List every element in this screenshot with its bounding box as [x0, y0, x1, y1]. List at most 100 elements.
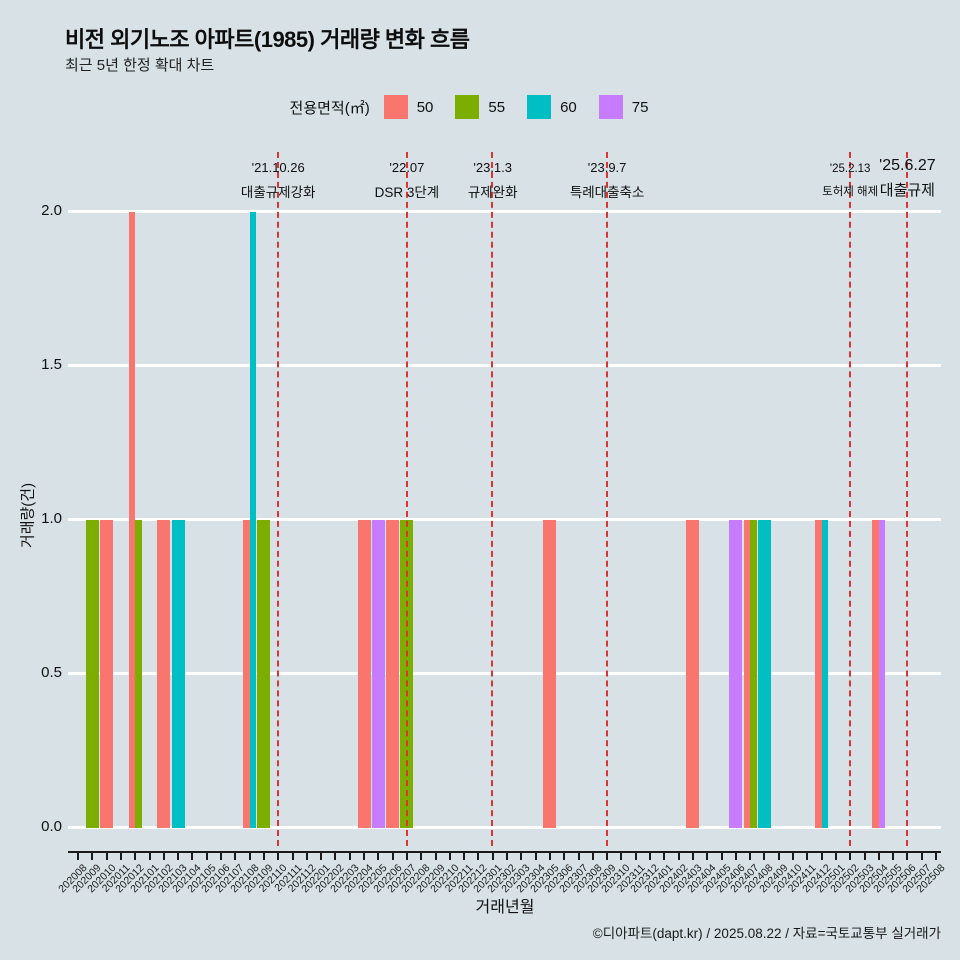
event-annotation-202301: '23.1.3 규제완화 — [383, 160, 603, 201]
x-tick — [320, 853, 323, 860]
x-tick — [291, 853, 294, 860]
legend-item-label: 50 — [416, 98, 434, 116]
gridline-y-1.0 — [68, 518, 941, 521]
x-tick — [749, 853, 752, 860]
bar-202109-area55 — [257, 520, 271, 828]
event-label: 대출규제강화 — [240, 185, 316, 200]
x-tick — [477, 853, 480, 860]
x-tick — [734, 853, 737, 860]
x-tick — [105, 853, 108, 860]
x-tick — [162, 853, 165, 860]
event-date: '21.10.26 — [251, 160, 305, 175]
x-tick — [720, 853, 723, 860]
legend: 전용면적(㎡) 50 55 60 75 — [0, 94, 960, 120]
bar-202305-area50 — [543, 520, 557, 828]
event-date: '25.6.27 — [879, 157, 936, 174]
legend-title: 전용면적(㎡) — [289, 99, 370, 117]
event-date: '23.9.7 — [587, 160, 627, 175]
x-tick — [634, 853, 637, 860]
x-tick — [420, 853, 423, 860]
x-tick — [563, 853, 566, 860]
x-tick — [820, 853, 823, 860]
event-date: '23.1.3 — [473, 160, 512, 175]
x-tick — [348, 853, 351, 860]
x-tick — [391, 853, 394, 860]
x-tick — [834, 853, 837, 860]
x-tick — [691, 853, 694, 860]
bar-202407-area55 — [750, 520, 757, 828]
legend-item-50: 50 — [383, 95, 434, 119]
x-tick — [892, 853, 895, 860]
x-tick — [877, 853, 880, 860]
event-line-202502 — [848, 152, 851, 846]
chart-title: 비전 외기노조 아파트(1985) 거래량 변화 흐름 — [65, 27, 470, 52]
x-tick — [777, 853, 780, 860]
x-tick — [491, 853, 494, 860]
x-tick — [277, 853, 280, 860]
event-label: 규제완화 — [467, 185, 518, 200]
bar-202108-area60 — [249, 212, 257, 828]
x-tick — [520, 853, 523, 860]
event-label: DSR 3단계 — [374, 185, 440, 200]
x-tick — [548, 853, 551, 860]
event-annotation-202207: '22.07 DSR 3단계 — [297, 160, 517, 201]
event-label: 특례대출축소 — [569, 185, 645, 200]
x-tick — [234, 853, 237, 860]
bar-202403-area50 — [686, 520, 700, 828]
legend-swatch-75 — [598, 95, 623, 119]
source-credit: ©디아파트(dapt.kr) / 2025.08.22 / 자료=국토교통부 실… — [592, 926, 941, 941]
event-label: 토허제 해제 — [822, 186, 879, 198]
bar-202206-area50 — [386, 520, 400, 828]
x-tick — [649, 853, 651, 860]
bar-202012-area50 — [128, 212, 136, 828]
x-tick — [434, 853, 437, 860]
bar-202408-area60 — [757, 520, 771, 828]
x-axis-title: 거래년월 — [475, 899, 535, 916]
x-tick — [806, 853, 809, 860]
event-date: '25.2.13 — [829, 163, 871, 175]
bar-202103-area60 — [171, 520, 185, 828]
legend-item-label: 75 — [631, 98, 649, 116]
bar-202102-area50 — [157, 520, 171, 828]
bar-202009-area55 — [85, 520, 99, 828]
x-tick — [91, 853, 94, 860]
x-tick — [77, 853, 79, 860]
x-tick — [205, 853, 208, 860]
x-tick — [334, 853, 337, 860]
x-tick — [405, 853, 408, 860]
y-tick-label: 1.5 — [41, 356, 62, 373]
legend-swatch-50 — [383, 95, 408, 119]
event-line-202301 — [491, 152, 494, 846]
gridline-y-0.0 — [68, 826, 941, 829]
bar-202407-area50 — [743, 520, 751, 828]
y-tick-label: 1.0 — [41, 510, 62, 527]
x-tick — [591, 853, 594, 860]
x-tick — [792, 853, 794, 860]
legend-item-label: 55 — [488, 98, 506, 116]
x-tick — [534, 853, 537, 860]
x-tick — [677, 853, 680, 860]
x-tick — [606, 853, 609, 860]
x-tick — [134, 853, 137, 860]
event-line-202110 — [276, 152, 279, 846]
event-line-202309 — [605, 152, 608, 846]
legend-item-55: 55 — [455, 95, 505, 119]
bar-202504-area75 — [878, 520, 886, 828]
x-tick — [119, 853, 122, 860]
x-tick — [377, 853, 380, 860]
bar-202406-area75 — [729, 520, 743, 828]
y-tick-label: 0.0 — [41, 818, 62, 835]
event-date: '22.07 — [389, 160, 425, 175]
bar-202205-area75 — [371, 520, 385, 828]
x-tick — [262, 853, 265, 860]
x-tick — [506, 853, 508, 860]
x-tick — [220, 853, 222, 860]
x-tick — [191, 853, 194, 860]
y-tick-label: 2.0 — [41, 202, 62, 219]
chart-subtitle: 최근 5년 한정 확대 차트 — [65, 57, 215, 74]
x-axis-line — [68, 851, 941, 853]
legend-item-60: 60 — [527, 95, 577, 119]
bar-202504-area50 — [872, 520, 879, 828]
event-label: 대출규제 — [879, 182, 935, 199]
